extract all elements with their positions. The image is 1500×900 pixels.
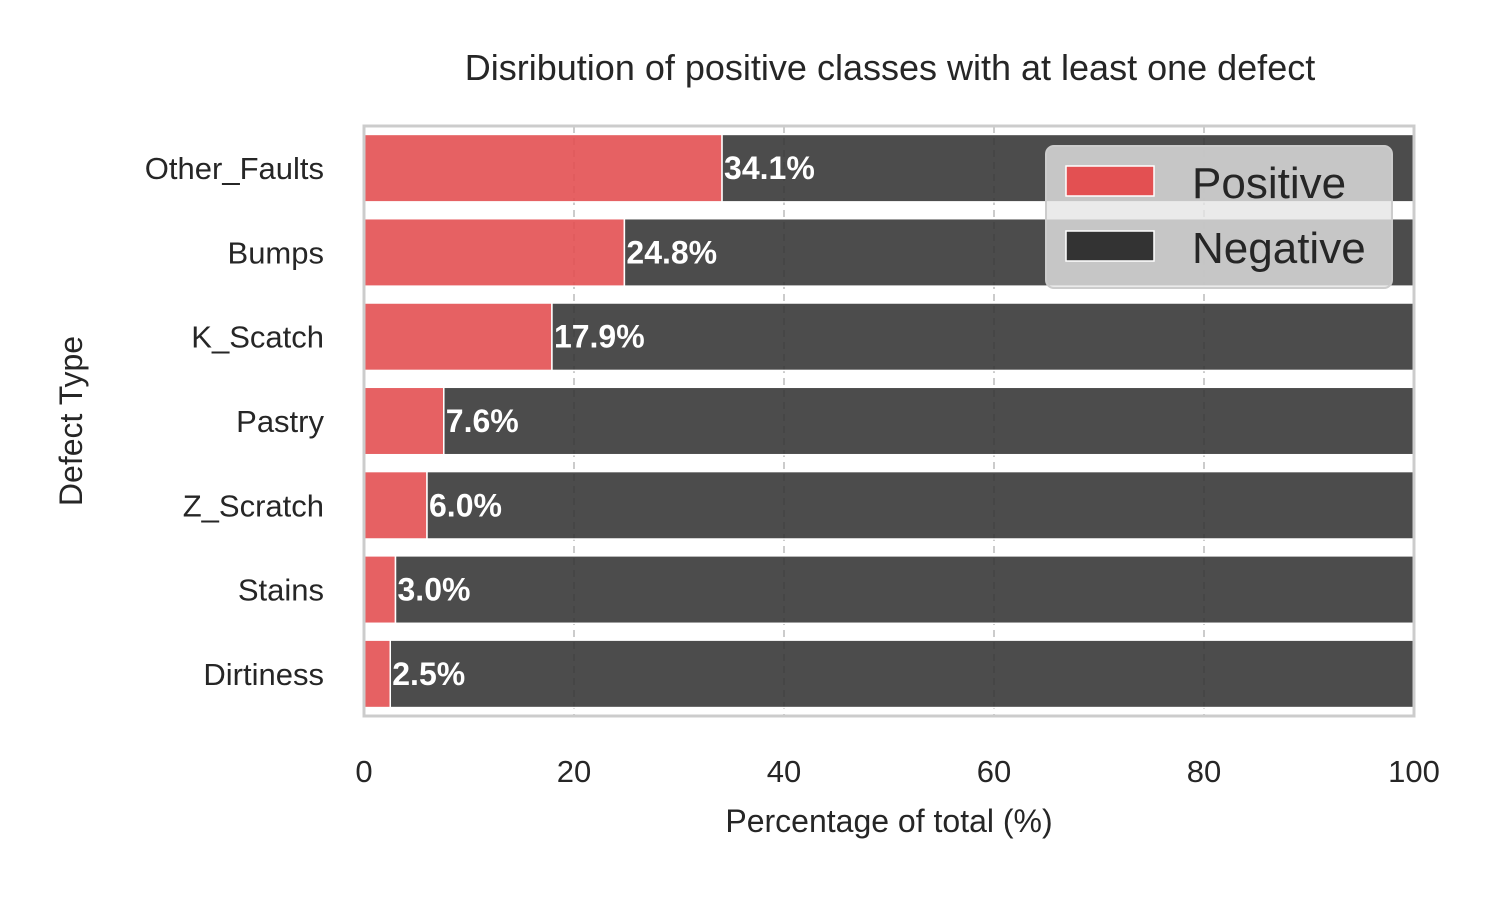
x-tick-label: 20 xyxy=(557,754,591,789)
bar-positive-k_scatch xyxy=(363,302,553,372)
bar-positive-stains xyxy=(363,555,397,625)
bar-positive-z_scratch xyxy=(363,470,428,540)
x-axis-ticks: 0 20 40 60 80 100 xyxy=(355,754,1439,789)
data-labels: 34.1% 24.8% 17.9% 7.6% 6.0% 3.0% 2.5% xyxy=(392,150,815,692)
data-label-stains: 3.0% xyxy=(398,572,471,608)
plot-frame xyxy=(362,124,1416,718)
legend-swatch-negative xyxy=(1065,230,1155,262)
bar-negative-dirtiness xyxy=(389,639,1415,709)
x-tick-label: 80 xyxy=(1187,754,1221,789)
bar-negative-stains xyxy=(394,555,1415,625)
chart-title: Disribution of positive classes with at … xyxy=(465,47,1315,88)
y-tick-label: K_Scatch xyxy=(191,320,324,355)
legend-swatch-positive xyxy=(1065,165,1155,197)
legend-label-negative: Negative xyxy=(1192,224,1366,273)
y-axis-title: Defect Type xyxy=(53,336,89,506)
y-tick-label: Dirtiness xyxy=(203,657,324,692)
data-label-other_faults: 34.1% xyxy=(724,150,815,186)
bar-negative-z_scratch xyxy=(426,470,1415,540)
data-label-z_scratch: 6.0% xyxy=(429,487,502,523)
bar-negative-k_scatch xyxy=(551,302,1415,372)
data-label-bumps: 24.8% xyxy=(626,234,717,270)
bar-positive-bumps xyxy=(363,217,626,287)
y-tick-label: Bumps xyxy=(228,235,324,270)
y-tick-label: Stains xyxy=(238,573,324,608)
data-label-pastry: 7.6% xyxy=(446,403,519,439)
data-label-k_scatch: 17.9% xyxy=(554,319,645,355)
x-tick-label: 0 xyxy=(355,754,372,789)
y-tick-label: Z_Scratch xyxy=(183,488,324,523)
legend: Positive Negative xyxy=(1045,145,1393,289)
data-label-dirtiness: 2.5% xyxy=(392,656,465,692)
bar-negative-pastry xyxy=(443,386,1415,456)
y-tick-label: Other_Faults xyxy=(145,151,324,186)
x-tick-label: 40 xyxy=(767,754,801,789)
y-axis-ticks: Other_Faults Bumps K_Scatch Pastry Z_Scratch… xyxy=(145,151,325,692)
x-axis-title: Percentage of total (%) xyxy=(725,803,1052,839)
y-tick-label: Pastry xyxy=(236,404,324,439)
bar-positive-other_faults xyxy=(363,133,723,203)
bar-positive-dirtiness xyxy=(363,639,391,709)
legend-label-positive: Positive xyxy=(1192,159,1346,208)
x-tick-label: 100 xyxy=(1388,754,1440,789)
x-tick-label: 60 xyxy=(977,754,1011,789)
bar-positive-pastry xyxy=(363,386,445,456)
